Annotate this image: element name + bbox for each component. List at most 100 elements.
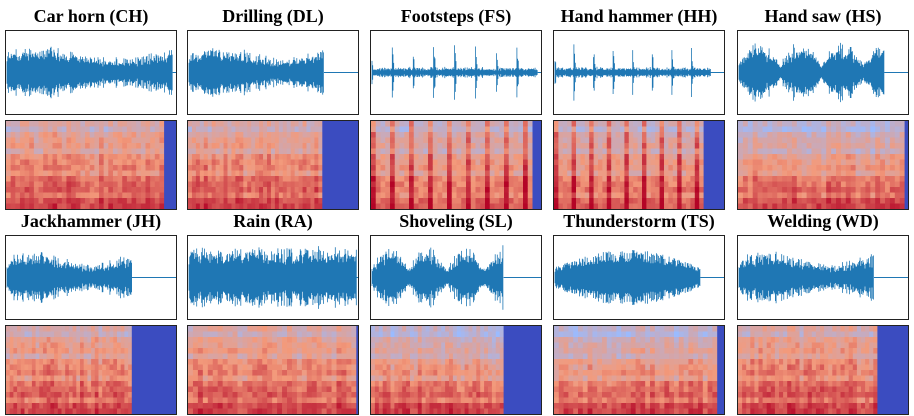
spectrogram-cell: [826, 143, 831, 149]
spectrogram-cell: [616, 176, 621, 182]
spectrogram-cell: [763, 165, 768, 171]
spectrogram-cell: [480, 204, 485, 210]
spectrogram-cell: [376, 160, 381, 166]
spectrogram-cell: [763, 127, 768, 133]
spectrogram-cell: [87, 403, 91, 409]
spectrogram-cell: [674, 381, 679, 387]
spectrogram-cell: [128, 326, 132, 332]
spectrogram-cell: [262, 381, 267, 387]
spectrogram-cell: [91, 332, 95, 338]
spectrogram-cell: [558, 198, 563, 204]
spectrogram-cell: [48, 154, 53, 160]
spectrogram-cell: [379, 326, 383, 332]
spectrogram-cell: [91, 392, 95, 398]
spectrogram-cell: [686, 171, 691, 177]
spectrogram-cell: [155, 160, 160, 166]
spectrogram-cell: [410, 337, 414, 343]
spectrogram-cell: [106, 359, 110, 365]
spectrogram-cell: [102, 359, 106, 365]
spectrogram-cell: [337, 381, 342, 387]
spectrogram-cell: [753, 127, 758, 133]
spectrogram-cell: [117, 370, 121, 376]
spectrogram-cell: [351, 326, 356, 332]
spectrogram-cell: [616, 332, 621, 338]
spectrogram-cell: [616, 392, 621, 398]
spectrogram-cell: [674, 337, 679, 343]
spectrogram-cell: [598, 149, 603, 155]
spectrogram-cell: [646, 198, 651, 204]
spectrogram-cell: [243, 154, 247, 160]
spectrogram-cell: [322, 332, 327, 338]
spectrogram-cell: [390, 138, 395, 144]
spectrogram-cell: [568, 359, 573, 365]
spectrogram-cell: [488, 343, 492, 349]
spectrogram-cell: [62, 337, 66, 343]
spectrogram-cell: [279, 193, 283, 199]
spectrogram-cell: [80, 121, 85, 127]
spectrogram-cell: [633, 182, 638, 188]
spectrogram-cell: [224, 171, 228, 177]
spectrogram-cell: [564, 365, 569, 371]
spectrogram-cell: [660, 359, 665, 365]
spectrogram-cell: [84, 409, 88, 415]
spectrogram-cell: [118, 160, 123, 166]
spectrogram-cell: [500, 332, 504, 338]
spectrogram-cell: [292, 403, 297, 409]
spectrogram-cell: [777, 121, 782, 127]
spectrogram-cell: [6, 187, 11, 193]
spectrogram-cell: [580, 149, 585, 155]
spectrogram-cell: [782, 121, 787, 127]
spectrogram-cell: [267, 354, 272, 360]
spectrogram-cell: [677, 187, 682, 193]
spectrogram-cell: [480, 398, 484, 404]
spectrogram-cell: [71, 171, 76, 177]
spectrogram-cell: [381, 165, 386, 171]
spectrogram-cell: [307, 193, 311, 199]
spectrogram-cell: [341, 381, 346, 387]
spectrogram-cell: [193, 348, 198, 354]
spectrogram-cell: [422, 359, 426, 365]
waveform-trace: [189, 48, 323, 96]
spectrogram-cell: [612, 376, 617, 382]
spectrogram-cell: [297, 398, 302, 404]
spectrogram-cell: [17, 398, 21, 404]
spectrogram-cell: [213, 387, 218, 393]
spectrogram-cell: [257, 398, 262, 404]
spectrogram-cell: [660, 193, 665, 199]
spectrogram-cell: [84, 354, 88, 360]
spectrogram-cell: [423, 154, 428, 160]
spectrogram-cell: [76, 127, 81, 133]
spectrogram-cell: [57, 132, 62, 138]
spectrogram-cell: [668, 176, 673, 182]
spectrogram-cell: [247, 198, 251, 204]
spectrogram-cell: [880, 171, 885, 177]
spectrogram-cell: [263, 182, 267, 188]
spectrogram-cell: [113, 337, 117, 343]
spectrogram-cell: [292, 343, 297, 349]
spectrogram-cell: [449, 354, 453, 360]
spectrogram-cell: [379, 387, 383, 393]
spectrogram-cell: [379, 337, 383, 343]
spectrogram-cell: [677, 149, 682, 155]
spectrogram-cell: [669, 392, 674, 398]
spectrogram-cell: [25, 365, 29, 371]
spectrogram-cell: [99, 160, 104, 166]
spectrogram-cell: [664, 149, 669, 155]
spectrogram-cell: [43, 204, 48, 210]
spectrogram-cell: [580, 143, 585, 149]
spectrogram-cell: [341, 398, 346, 404]
spectrogram-cell: [95, 376, 99, 382]
spectrogram-cell: [66, 149, 71, 155]
spectrogram-cell: [611, 149, 616, 155]
spectrogram-cell: [383, 403, 387, 409]
spectrogram-cell: [277, 381, 282, 387]
spectrogram-cell: [645, 332, 650, 338]
spectrogram-cell: [442, 149, 447, 155]
spectrogram-cell: [400, 143, 405, 149]
spectrogram-cell: [198, 409, 203, 415]
spectrogram-cell: [391, 398, 395, 404]
spectrogram-cell: [303, 127, 307, 133]
spectrogram-cell: [99, 332, 103, 338]
spectrogram-cell: [472, 392, 476, 398]
spectrogram-cell: [259, 193, 263, 199]
